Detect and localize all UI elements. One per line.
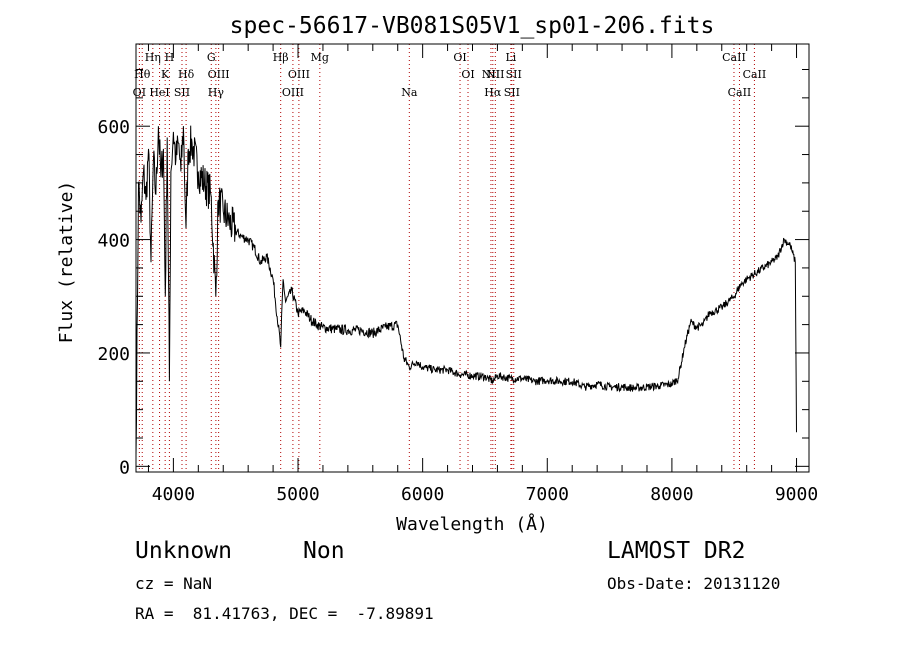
line-label-2: Hη <box>145 51 161 64</box>
line-label-17: OI <box>461 68 474 81</box>
y-tick-label-200: 200 <box>97 344 130 365</box>
y-tick-label-600: 600 <box>97 117 130 138</box>
line-label-6: SII <box>174 86 190 99</box>
line-label-13: OIII <box>288 68 310 81</box>
spectrum-line <box>135 125 797 456</box>
line-label-10: OIII <box>208 68 230 81</box>
survey-name: LAMOST DR2 <box>607 538 746 564</box>
x-tick-label-9000: 9000 <box>775 484 818 505</box>
y-axis-label: Flux (relative) <box>56 181 77 344</box>
object-class: Unknown <box>135 538 232 564</box>
x-tick-label-8000: 8000 <box>650 484 693 505</box>
x-tick-label-7000: 7000 <box>526 484 569 505</box>
line-label-9: Hγ <box>208 86 225 99</box>
x-tick-label-5000: 5000 <box>276 484 319 505</box>
plot-frame <box>135 43 810 473</box>
spectral-line-labels: OIHθHηHeIKHSIIHδGHγOIIIHβOIIIOIIIMgNaOIO… <box>133 51 767 99</box>
line-label-14: Mg <box>311 51 329 64</box>
line-label-8: G <box>207 51 216 64</box>
y-tick-label-400: 400 <box>97 231 130 252</box>
line-label-1: Hθ <box>134 68 151 81</box>
line-label-15: Na <box>401 86 418 99</box>
line-label-23: SII <box>506 68 522 81</box>
coordinates-text: RA = 81.41763, DEC = -7.89891 <box>135 604 434 623</box>
line-label-11: Hβ <box>273 51 289 64</box>
y-axis-ticks: 0 200 400 600 <box>97 69 809 478</box>
line-label-3: HeI <box>149 86 169 99</box>
line-label-5: H <box>165 51 175 64</box>
redshift-text: cz = NaN <box>135 574 213 593</box>
obs-date-text: Obs-Date: 20131120 <box>607 574 781 593</box>
x-axis-ticks: 4000 5000 6000 7000 8000 9000 <box>147 44 818 505</box>
line-label-26: CaII <box>743 68 767 81</box>
line-label-18: NII <box>482 68 500 81</box>
line-label-7: Hδ <box>178 68 195 81</box>
spectral-line-markers <box>138 44 755 472</box>
line-label-4: K <box>161 68 170 81</box>
line-label-20: NII <box>486 68 504 81</box>
x-tick-label-4000: 4000 <box>152 484 195 505</box>
x-tick-label-6000: 6000 <box>401 484 444 505</box>
line-label-12: OIII <box>282 86 304 99</box>
line-label-19: Hα <box>484 86 502 99</box>
y-tick-label-0: 0 <box>119 457 130 478</box>
line-label-25: CaII <box>728 86 752 99</box>
line-label-0: OI <box>133 86 146 99</box>
line-label-22: SII <box>504 86 520 99</box>
object-subclass: Non <box>303 538 345 564</box>
x-axis-label: Wavelength (Å) <box>396 513 548 535</box>
line-label-16: OI <box>453 51 466 64</box>
line-label-24: CaII <box>722 51 746 64</box>
line-label-21: Li <box>505 51 516 64</box>
chart-title: spec-56617-VB081S05V1_sp01-206.fits <box>230 13 715 39</box>
